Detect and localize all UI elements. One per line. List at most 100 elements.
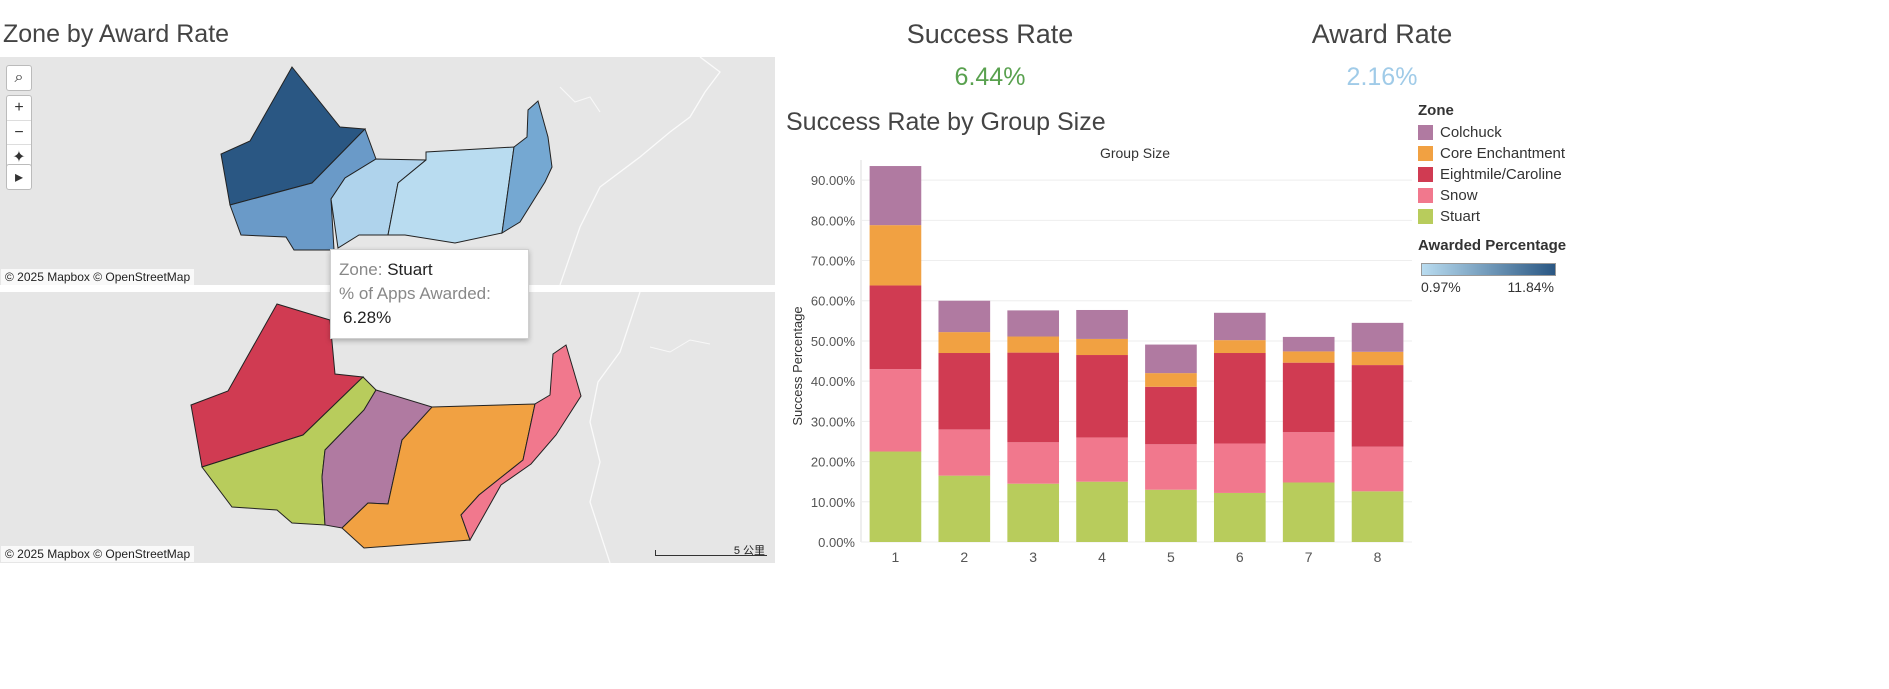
bar-segment-colchuck[interactable] [1213,312,1266,341]
y-axis-label: Success Percentage [790,306,805,425]
bar-segment-colchuck[interactable] [1076,309,1128,339]
bar-segment-stuart[interactable] [1145,489,1197,542]
bar-segment-stuart[interactable] [938,475,991,542]
success-rate-chart[interactable]: Group Size Success Percentage 0.00%10.00… [780,140,1420,570]
bar-segment-stuart[interactable] [869,451,922,542]
bar-segment-colchuck[interactable] [869,166,922,226]
bar-segment-stuart[interactable] [1351,491,1404,542]
legend-label: Core Enchantment [1440,145,1566,162]
map-attribution-top[interactable]: © 2025 Mapbox © OpenStreetMap [1,269,195,285]
bar-segment-eightmile-caroline[interactable] [869,285,922,370]
bar-segment-snow[interactable] [1007,442,1060,484]
map-section-title: Zone by Award Rate [3,20,230,48]
award-rate-title: Award Rate [1311,19,1453,49]
bar-segment-core-enchantment[interactable] [1076,338,1128,356]
y-tick-labels: 0.00% 10.00% 20.00% 30.00% 40.00% 50.00% 60.00… [811,173,856,550]
success-rate-value: 6.44% [954,63,1026,91]
bar-segment-core-enchantment[interactable] [1007,336,1060,353]
map-scale-bar: 5 公里 [655,543,767,557]
bar-segment-stuart[interactable] [1282,482,1335,542]
x-tick-label: 8 [1374,549,1382,565]
map-expand-control[interactable]: ▸ [6,164,32,190]
zone-map-canvas[interactable] [0,292,775,563]
bar-segment-snow[interactable] [869,369,922,452]
tooltip-zone-value: Stuart [387,260,433,279]
bar-segment-stuart[interactable] [1007,483,1060,542]
award-gradient-max: 11.84% [1507,279,1554,295]
y-tick-label: 50.00% [811,334,856,349]
play-icon[interactable]: ▸ [14,169,24,186]
x-tick-labels: 1 2 3 4 5 6 7 8 [892,549,1382,565]
bar-segment-eightmile-caroline[interactable] [1351,365,1404,447]
bar-segment-eightmile-caroline[interactable] [1076,355,1128,438]
bar-segment-stuart[interactable] [1213,492,1266,542]
bar-segment-snow[interactable] [1145,444,1197,490]
bar-segment-eightmile-caroline[interactable] [1213,353,1266,444]
y-tick-label: 20.00% [811,455,856,470]
bar-segment-snow[interactable] [1213,443,1266,493]
bar-segment-snow[interactable] [938,429,991,476]
zone-snow[interactable] [460,344,582,542]
legend-item[interactable]: Eightmile/Caroline [1418,164,1568,185]
x-tick-label: 5 [1167,549,1175,565]
tooltip-pct-value: 6.28% [343,308,392,327]
zoom-in-button[interactable]: + [14,99,24,116]
map-attribution-bottom[interactable]: © 2025 Mapbox © OpenStreetMap [1,546,195,562]
legend-zone-list: Colchuck Core Enchantment Eightmile/Caroli… [1418,122,1568,227]
map-scale-label: 5 公里 [733,545,765,557]
legend-item[interactable]: Snow [1418,185,1568,206]
x-tick-label: 6 [1236,549,1244,565]
bar-segment-stuart[interactable] [1076,481,1128,542]
terrain-river [559,57,721,285]
legend-label: Stuart [1440,208,1481,225]
legend-swatch [1418,146,1433,161]
bar-segment-core-enchantment[interactable] [1145,373,1197,387]
search-icon[interactable]: ⌕ [14,69,24,86]
zoom-out-button[interactable]: − [7,120,31,144]
map-search-control[interactable]: ⌕ [6,65,32,91]
bar-segment-eightmile-caroline[interactable] [938,353,991,430]
region-core-enchantment[interactable] [387,146,515,244]
legend-item[interactable]: Colchuck [1418,122,1568,143]
bar-segment-colchuck[interactable] [1282,336,1335,352]
tooltip-zone-row: Zone: Stuart [339,258,520,282]
bar-segment-snow[interactable] [1351,446,1404,492]
bar-segment-colchuck[interactable] [1145,344,1197,374]
legend-item[interactable]: Core Enchantment [1418,143,1568,164]
terrain-stream-bottom [649,339,711,353]
y-tick-label: 10.00% [811,495,856,510]
legend-award-title: Awarded Percentage [1418,237,1567,254]
award-rate-map-canvas[interactable] [0,57,775,285]
pin-icon[interactable]: ✦ [7,144,31,168]
y-tick-label: 60.00% [811,294,856,309]
bar-segment-core-enchantment[interactable] [938,332,991,354]
tooltip-pct-label: % of Apps Awarded: [339,284,491,303]
bar-segment-core-enchantment[interactable] [869,225,922,286]
award-gradient-min: 0.97% [1421,279,1461,295]
legend-label: Colchuck [1440,124,1502,141]
legend-item[interactable]: Stuart [1418,206,1568,227]
bar-segment-core-enchantment[interactable] [1213,340,1266,354]
y-tick-label: 90.00% [811,173,856,188]
map-zoom-controls: + − ✦ [6,95,32,169]
legend-swatch [1418,167,1433,182]
bar-segment-core-enchantment[interactable] [1351,351,1404,366]
y-tick-label: 70.00% [811,254,856,269]
y-tick-label: 0.00% [818,535,855,550]
award-rate-map[interactable]: ⌕ + − ✦ ▸ © 2025 Mapbox © OpenStreetMap [0,57,775,285]
bar-segment-colchuck[interactable] [1351,322,1404,352]
y-tick-label: 80.00% [811,213,856,228]
bar-segment-eightmile-caroline[interactable] [1282,362,1335,433]
region-snow[interactable] [501,100,553,234]
bar-segment-eightmile-caroline[interactable] [1145,386,1197,445]
bar-segment-snow[interactable] [1282,432,1335,483]
bar-segment-core-enchantment[interactable] [1282,351,1335,363]
bar-segment-eightmile-caroline[interactable] [1007,352,1060,443]
award-rate-value: 2.16% [1346,63,1418,91]
bar-segment-colchuck[interactable] [938,300,991,333]
award-gradient-bar [1421,263,1556,276]
bar-segment-snow[interactable] [1076,437,1128,482]
bar-segment-colchuck[interactable] [1007,310,1060,337]
legend-swatch [1418,209,1433,224]
x-tick-label: 3 [1029,549,1037,565]
